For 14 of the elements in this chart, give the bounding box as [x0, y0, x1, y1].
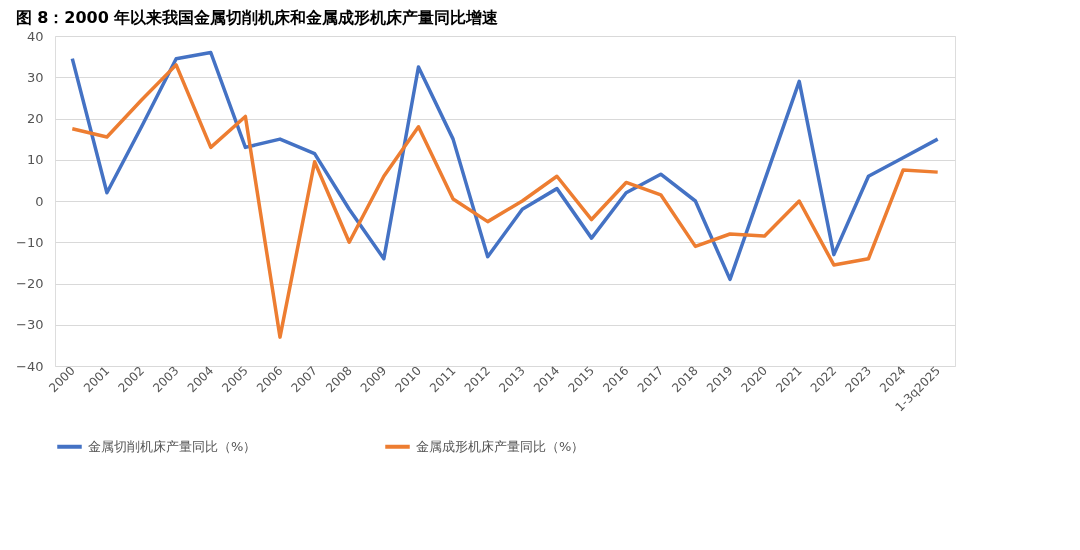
y-tick-label: 30 — [26, 69, 44, 85]
line-series — [70, 50, 940, 282]
y-tick-label: −10 — [16, 234, 44, 250]
line-series — [70, 63, 940, 339]
y-tick-label: −40 — [16, 358, 44, 374]
legend-label: 金属成形机床产量同比（%） — [416, 438, 585, 454]
y-tick-label: 0 — [35, 193, 44, 209]
y-tick-label: −30 — [16, 317, 44, 333]
chart-title: 图 8：2000 年以来我国金属切削机床和金属成形机床产量同比增速 — [15, 8, 500, 27]
y-tick-label: 40 — [26, 28, 44, 44]
legend-label: 金属切削机床产量同比（%） — [88, 438, 257, 454]
y-tick-label: 20 — [26, 111, 44, 126]
y-tick-label: 10 — [26, 152, 44, 168]
y-tick-label: −20 — [16, 276, 44, 291]
